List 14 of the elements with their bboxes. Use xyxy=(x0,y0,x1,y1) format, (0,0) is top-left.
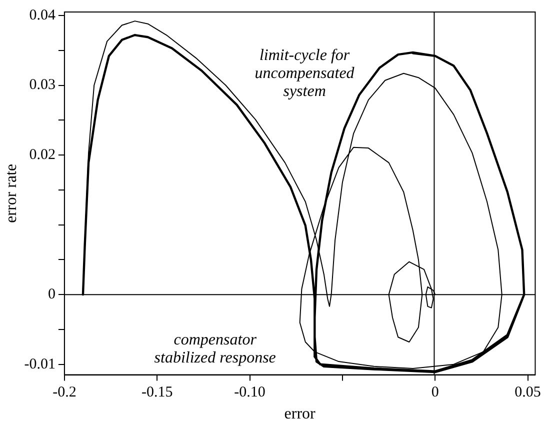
y-tick-label: 0.04 xyxy=(29,7,56,24)
x-tick-label: -0.2 xyxy=(52,384,76,401)
annotation: compensator stabilized response xyxy=(154,332,276,367)
y-tick-label: 0.02 xyxy=(29,146,56,163)
x-axis-title: error xyxy=(284,406,316,423)
y-axis-title: error rate xyxy=(2,164,20,223)
x-tick-label: -0.10 xyxy=(234,384,266,401)
y-tick-label: -0.01 xyxy=(24,356,56,372)
y-tick-label: 0 xyxy=(48,286,56,303)
annotation: limit-cycle for uncompensated system xyxy=(254,46,356,100)
y-tick-label: 0.03 xyxy=(29,77,56,94)
x-tick-label: 0.05 xyxy=(514,384,541,401)
x-tick-label: -0.15 xyxy=(141,384,173,401)
x-tick-label: 0 xyxy=(431,384,439,401)
